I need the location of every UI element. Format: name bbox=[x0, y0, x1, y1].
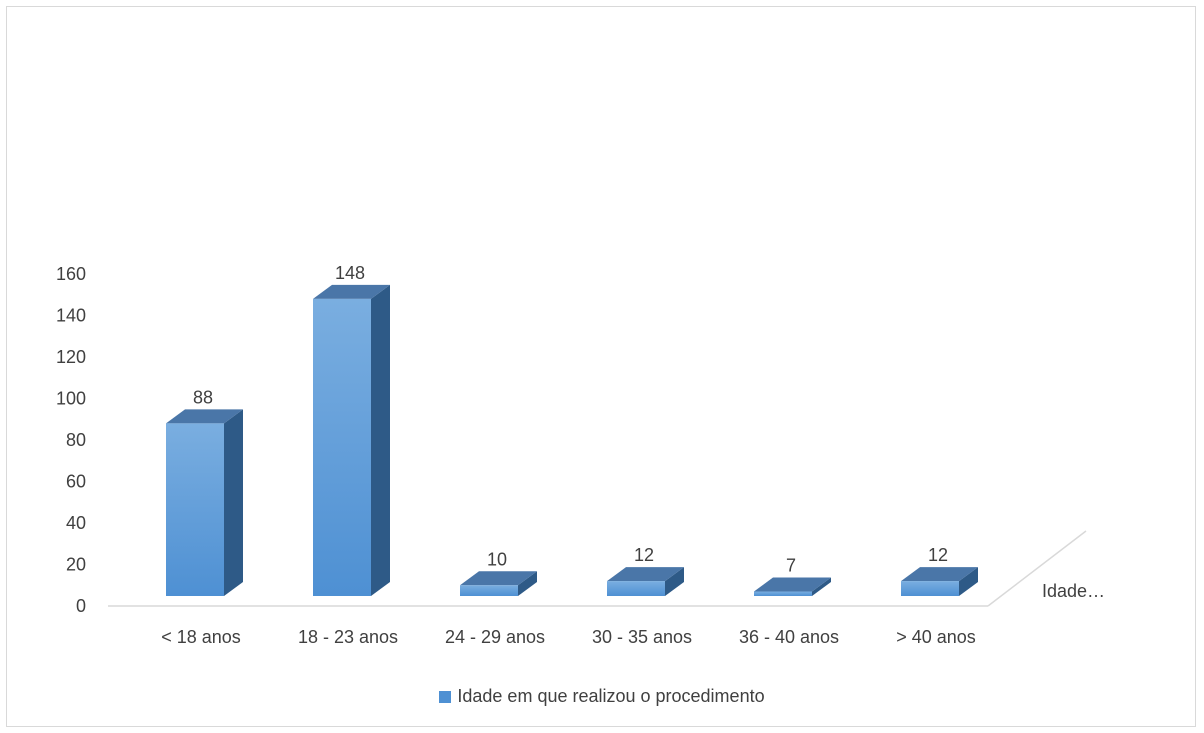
bar-top bbox=[901, 567, 978, 582]
chart-axes: 0 20 40 60 80 100 120 140 160 bbox=[56, 264, 1087, 616]
bar-top bbox=[754, 577, 831, 592]
bar bbox=[754, 591, 812, 596]
bar bbox=[460, 585, 518, 596]
bar bbox=[607, 581, 665, 596]
y-tick-label: 20 bbox=[66, 555, 86, 575]
bar bbox=[901, 581, 959, 596]
x-tick-label: > 40 anos bbox=[896, 627, 976, 647]
chart-frame bbox=[6, 6, 1196, 727]
bar-top bbox=[460, 571, 537, 586]
bar-side bbox=[959, 567, 978, 596]
y-tick-label: 100 bbox=[56, 389, 86, 409]
x-tick-label: 36 - 40 anos bbox=[739, 627, 839, 647]
bar-top bbox=[166, 409, 243, 424]
y-tick-label: 80 bbox=[66, 430, 86, 450]
x-tick-label: < 18 anos bbox=[161, 627, 241, 647]
chart-bars bbox=[166, 284, 978, 596]
bar-side bbox=[224, 409, 243, 596]
data-label: 12 bbox=[634, 545, 654, 565]
bar-side bbox=[665, 567, 684, 596]
x-tick-label: 18 - 23 anos bbox=[298, 627, 398, 647]
y-tick-label: 40 bbox=[66, 513, 86, 533]
legend-label: Idade em que realizou o procedimento bbox=[457, 686, 765, 706]
bar bbox=[166, 423, 224, 596]
data-label: 7 bbox=[786, 555, 796, 575]
bar-top bbox=[313, 284, 390, 299]
y-tick-label: 140 bbox=[56, 306, 86, 326]
bar-side bbox=[518, 571, 537, 596]
chart-legend: Idade em que realizou o procedimento bbox=[0, 686, 1204, 707]
bar bbox=[313, 298, 371, 596]
bar-top bbox=[607, 567, 684, 582]
y-tick-label: 60 bbox=[66, 472, 86, 492]
legend-swatch bbox=[439, 691, 452, 703]
data-label: 12 bbox=[928, 545, 948, 565]
y-tick-label: 0 bbox=[76, 596, 86, 616]
x-tick-label: 30 - 35 anos bbox=[592, 627, 692, 647]
data-label: 148 bbox=[335, 263, 365, 283]
bar-side bbox=[371, 284, 390, 596]
depth-axis-line bbox=[987, 530, 1087, 607]
data-label: 88 bbox=[193, 387, 213, 407]
depth-axis-label: Idade… bbox=[1042, 581, 1105, 601]
x-tick-label: 24 - 29 anos bbox=[445, 627, 545, 647]
bar-side bbox=[812, 577, 831, 596]
y-tick-label: 160 bbox=[56, 264, 86, 284]
chart-labels: 88 < 18 anos 148 18 - 23 anos 10 24 - 29 anos… bbox=[161, 263, 976, 647]
data-label: 10 bbox=[487, 549, 507, 569]
y-tick-label: 120 bbox=[56, 347, 86, 367]
